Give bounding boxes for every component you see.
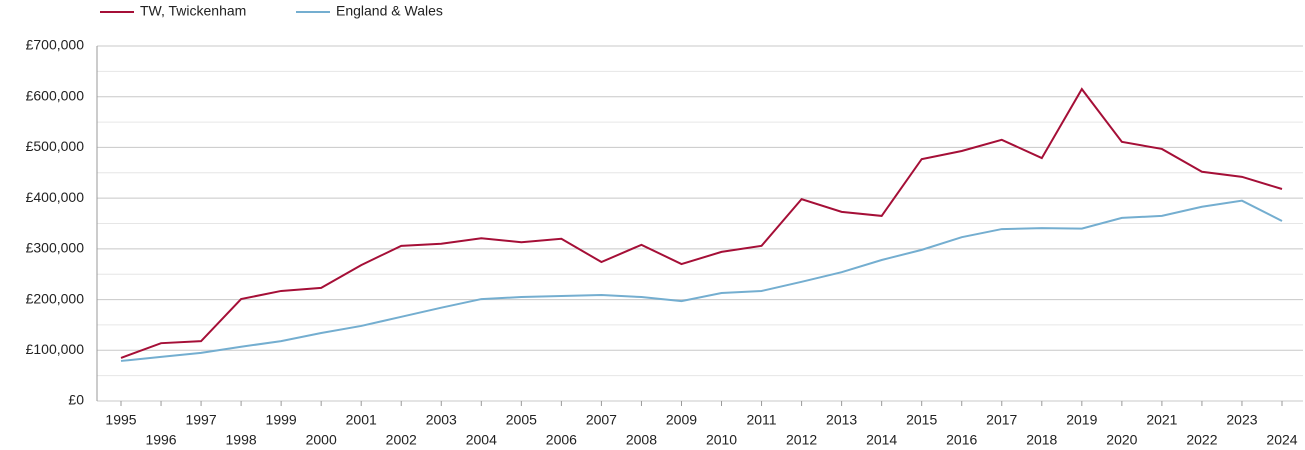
x-tick-label: 2018 xyxy=(1026,432,1057,448)
y-tick-label: £300,000 xyxy=(26,240,85,256)
legend-label: TW, Twickenham xyxy=(140,3,246,19)
y-tick-label: £100,000 xyxy=(26,341,85,357)
x-tick-label: 2021 xyxy=(1146,412,1177,428)
x-tick-label: 1995 xyxy=(105,412,136,428)
x-tick-label: 2015 xyxy=(906,412,937,428)
x-tick-label: 1998 xyxy=(226,432,257,448)
x-tick-label: 2019 xyxy=(1066,412,1097,428)
x-tick-label: 2005 xyxy=(506,412,537,428)
x-tick-label: 2003 xyxy=(426,412,457,428)
x-tick-label: 2001 xyxy=(346,412,377,428)
x-tick-label: 2022 xyxy=(1186,432,1217,448)
x-tick-label: 1997 xyxy=(185,412,216,428)
x-tick-label: 2023 xyxy=(1226,412,1257,428)
x-tick-label: 2008 xyxy=(626,432,657,448)
y-tick-label: £500,000 xyxy=(26,138,85,154)
y-tick-label: £700,000 xyxy=(26,37,85,53)
x-tick-label: 2013 xyxy=(826,412,857,428)
x-tick-label: 2011 xyxy=(746,412,776,428)
x-tick-label: 2010 xyxy=(706,432,737,448)
x-tick-label: 2007 xyxy=(586,412,617,428)
series-line xyxy=(120,87,1283,359)
y-tick-label: £600,000 xyxy=(26,87,85,103)
y-tick-label: £400,000 xyxy=(26,189,85,205)
x-tick-label: 2000 xyxy=(306,432,337,448)
x-tick-label: 2017 xyxy=(986,412,1017,428)
legend-label: England & Wales xyxy=(336,3,443,19)
x-tick-label: 2002 xyxy=(386,432,417,448)
y-tick-label: £0 xyxy=(68,392,84,408)
x-tick-label: 2012 xyxy=(786,432,817,448)
x-tick-label: 2014 xyxy=(866,432,897,448)
y-tick-label: £200,000 xyxy=(26,290,85,306)
x-tick-label: 1999 xyxy=(266,412,297,428)
x-tick-label: 1996 xyxy=(145,432,176,448)
x-tick-label: 2009 xyxy=(666,412,697,428)
x-tick-label: 2024 xyxy=(1266,432,1297,448)
x-tick-label: 2006 xyxy=(546,432,577,448)
x-tick-label: 2020 xyxy=(1106,432,1137,448)
series-line xyxy=(120,199,1283,362)
x-tick-label: 2016 xyxy=(946,432,977,448)
x-tick-label: 2004 xyxy=(466,432,497,448)
